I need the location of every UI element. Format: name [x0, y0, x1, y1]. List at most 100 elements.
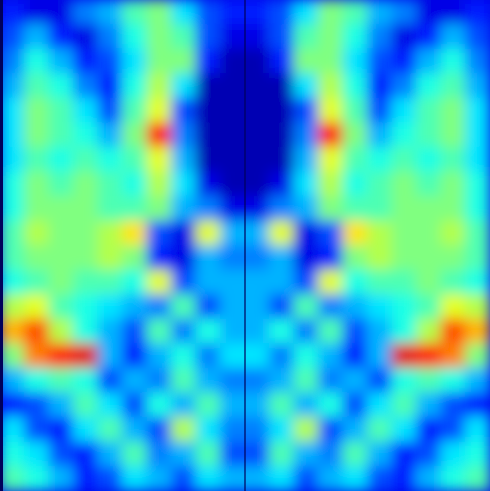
cell	[367, 368, 393, 394]
cell	[245, 122, 271, 148]
cell	[98, 98, 124, 124]
cell	[196, 220, 222, 246]
edge	[0, 0, 3, 491]
cell	[220, 49, 246, 75]
cell	[0, 319, 25, 345]
cell	[171, 294, 197, 320]
cell	[49, 343, 75, 369]
cell	[245, 49, 271, 75]
cell	[73, 0, 99, 25]
cell	[441, 466, 467, 491]
cell	[220, 196, 246, 222]
cell	[367, 0, 393, 25]
cell	[416, 220, 442, 246]
cell	[269, 171, 295, 197]
cell	[416, 98, 442, 124]
cell	[171, 343, 197, 369]
cell	[196, 245, 222, 271]
cell	[392, 147, 418, 173]
cell	[245, 417, 271, 443]
cell	[147, 73, 173, 99]
cell	[343, 73, 369, 99]
cell	[294, 245, 320, 271]
cell	[24, 147, 50, 173]
cell	[269, 98, 295, 124]
cell	[73, 147, 99, 173]
cell	[0, 147, 25, 173]
cell	[196, 24, 222, 50]
cell	[294, 147, 320, 173]
cell	[465, 147, 490, 173]
cell	[122, 73, 148, 99]
cell	[196, 441, 222, 467]
cell	[367, 319, 393, 345]
cell	[465, 392, 490, 418]
cell	[294, 73, 320, 99]
cell	[98, 0, 124, 25]
cell	[73, 417, 99, 443]
cell	[98, 368, 124, 394]
cell	[294, 466, 320, 491]
cell	[49, 171, 75, 197]
cell	[416, 196, 442, 222]
cell	[318, 73, 344, 99]
cell	[269, 196, 295, 222]
cell	[0, 220, 25, 246]
cell	[465, 245, 490, 271]
cell	[367, 196, 393, 222]
cell	[416, 147, 442, 173]
heatmap	[0, 0, 490, 491]
cell	[0, 466, 25, 491]
cell	[196, 98, 222, 124]
cell	[147, 171, 173, 197]
cell	[24, 49, 50, 75]
cell	[269, 220, 295, 246]
cell	[196, 147, 222, 173]
cell	[245, 147, 271, 173]
cell	[73, 294, 99, 320]
cell	[465, 122, 490, 148]
cell	[49, 392, 75, 418]
cell	[441, 171, 467, 197]
cell	[122, 122, 148, 148]
cell	[73, 368, 99, 394]
cell	[343, 392, 369, 418]
cell	[318, 122, 344, 148]
cell	[465, 24, 490, 50]
cell	[122, 0, 148, 25]
cell	[343, 441, 369, 467]
cell	[147, 98, 173, 124]
cell	[367, 441, 393, 467]
cell	[24, 196, 50, 222]
cell	[343, 147, 369, 173]
cell	[392, 24, 418, 50]
cell	[318, 147, 344, 173]
cell	[318, 171, 344, 197]
cell	[98, 270, 124, 296]
cell	[24, 441, 50, 467]
cell	[441, 73, 467, 99]
cell	[49, 466, 75, 491]
cell	[318, 270, 344, 296]
cell	[220, 466, 246, 491]
cell	[269, 368, 295, 394]
cell	[0, 270, 25, 296]
cell	[318, 245, 344, 271]
seam	[244, 0, 246, 491]
cell	[73, 24, 99, 50]
cell	[367, 466, 393, 491]
cell	[171, 220, 197, 246]
cell	[147, 319, 173, 345]
cell	[318, 441, 344, 467]
cell	[392, 98, 418, 124]
cell	[147, 220, 173, 246]
cell	[245, 441, 271, 467]
cell	[122, 147, 148, 173]
cell	[441, 294, 467, 320]
cell	[98, 73, 124, 99]
cell	[49, 147, 75, 173]
cell	[343, 24, 369, 50]
cell	[318, 49, 344, 75]
cell	[24, 368, 50, 394]
cell	[24, 0, 50, 25]
